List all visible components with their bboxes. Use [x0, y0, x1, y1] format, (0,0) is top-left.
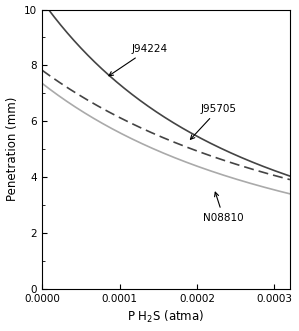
- Text: J94224: J94224: [109, 44, 167, 76]
- Text: N08810: N08810: [203, 192, 244, 223]
- Text: J95705: J95705: [190, 104, 237, 139]
- Y-axis label: Penetration (mm): Penetration (mm): [6, 97, 19, 202]
- X-axis label: P H$_2$S (atma): P H$_2$S (atma): [127, 309, 205, 325]
